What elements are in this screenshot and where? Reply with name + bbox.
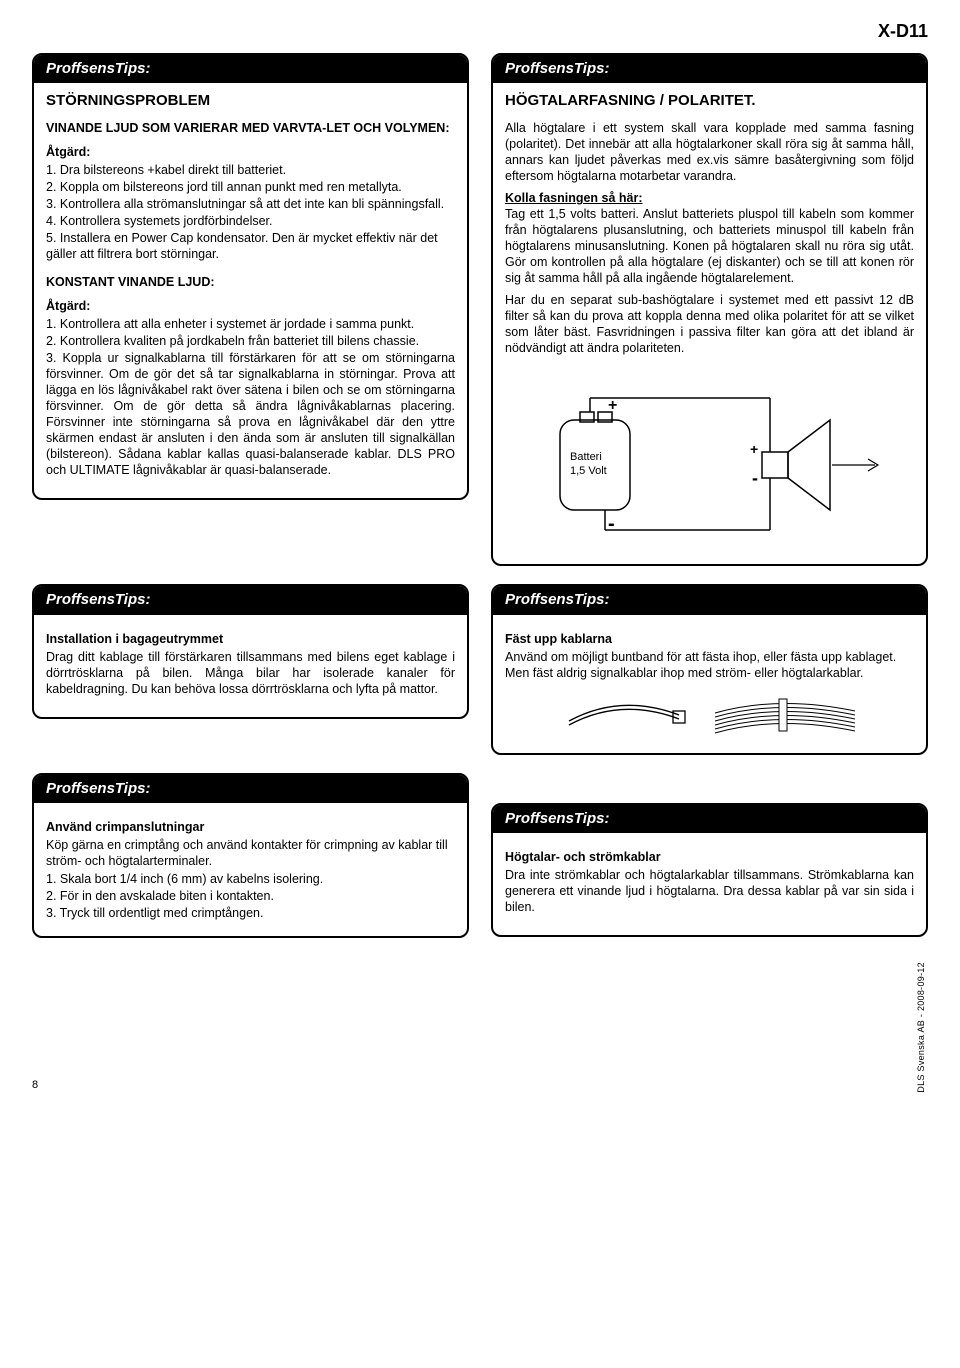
polarity-p2: Tag ett 1,5 volts batteri. Anslut batter…: [505, 206, 914, 286]
page-title: X-D11: [32, 20, 928, 43]
tip-box-install: ProffsensTips: Installation i bagageutry…: [32, 584, 469, 718]
tip-header: ProffsensTips:: [493, 586, 926, 614]
plus-icon: +: [608, 397, 617, 414]
tip-header: ProffsensTips:: [34, 775, 467, 803]
cable-bundle-icon: [709, 691, 859, 739]
noise-list-2: 1. Kontrollera att alla enheter i system…: [46, 316, 455, 349]
tip-box-crimp: ProffsensTips: Använd crimpanslutningar …: [32, 773, 469, 938]
sp-title: Högtalar- och strömkablar: [505, 849, 914, 865]
polarity-p3: Har du en separat sub-bashögtalare i sys…: [505, 292, 914, 356]
minus-icon: -: [608, 513, 615, 535]
tip-box-speaker-power: ProffsensTips: Högtalar- och strömkablar…: [491, 803, 928, 937]
tip-box-polarity: ProffsensTips: HÖGTALARFASNING / POLARIT…: [491, 53, 928, 566]
svg-text:+: +: [750, 441, 758, 457]
fasten-body: Använd om möjligt buntband för att fästa…: [505, 649, 914, 681]
install-body: Drag ditt kablage till förstärkaren till…: [46, 649, 455, 697]
polarity-diagram: + - Batteri 1,5 Volt +: [505, 380, 914, 550]
list-item: 3. Tryck till ordentligt med crimptången…: [46, 905, 455, 921]
svg-text:-: -: [752, 468, 758, 488]
sp-body: Dra inte strömkablar och högtalarkablar …: [505, 867, 914, 915]
tip-header: ProffsensTips:: [34, 586, 467, 614]
list-item: 2. Kontrollera kvaliten på jordkabeln fr…: [46, 333, 455, 349]
tip-box-fasten: ProffsensTips: Fäst upp kablarna Använd …: [491, 584, 928, 754]
list-item: 1. Skala bort 1/4 inch (6 mm) av kabelns…: [46, 871, 455, 887]
list-item: 5. Installera en Power Cap kondensator. …: [46, 230, 455, 262]
crimp-body: Köp gärna en crimptång och använd kontak…: [46, 837, 455, 869]
zip-tie-icon: [561, 691, 691, 739]
crimp-list: 1. Skala bort 1/4 inch (6 mm) av kabelns…: [46, 871, 455, 921]
tip-header: ProffsensTips:: [493, 805, 926, 833]
atgard-label-2: Åtgärd:: [46, 298, 455, 314]
list-item: 2. Koppla om bilstereons jord till annan…: [46, 179, 455, 195]
kolla-label: Kolla fasningen så här:: [505, 190, 914, 206]
noise-list-1: 1. Dra bilstereons +kabel direkt till ba…: [46, 162, 455, 262]
top-row: ProffsensTips: STÖRNINGSPROBLEM VINANDE …: [32, 53, 928, 584]
polarity-heading: HÖGTALARFASNING / POLARITET.: [505, 91, 914, 110]
list-item: 2. För in den avskalade biten i kontakte…: [46, 888, 455, 904]
row-3: ProffsensTips: Använd crimpanslutningar …: [32, 773, 928, 956]
install-title: Installation i bagageutrymmet: [46, 631, 455, 647]
list-item: 3. Kontrollera alla strömanslutningar så…: [46, 196, 455, 212]
noise-para: 3. Koppla ur signalkablarna till förstär…: [46, 350, 455, 478]
speaker-battery-icon: + - Batteri 1,5 Volt +: [530, 380, 890, 550]
noise-sub1: VINANDE LJUD SOM VARIERAR MED VARVTA-LET…: [46, 120, 455, 136]
page-number: 8: [32, 1078, 38, 1092]
noise-sub2: KONSTANT VINANDE LJUD:: [46, 274, 455, 290]
battery-label-1: Batteri: [570, 451, 602, 463]
list-item: 1. Dra bilstereons +kabel direkt till ba…: [46, 162, 455, 178]
atgard-label-1: Åtgärd:: [46, 144, 455, 160]
tip-header: ProffsensTips:: [34, 55, 467, 83]
crimp-title: Använd crimpanslutningar: [46, 819, 455, 835]
tip-box-noise: ProffsensTips: STÖRNINGSPROBLEM VINANDE …: [32, 53, 469, 500]
polarity-p1: Alla högtalare i ett system skall vara k…: [505, 120, 914, 184]
battery-label-2: 1,5 Volt: [570, 465, 607, 477]
tip-header: ProffsensTips:: [493, 55, 926, 83]
list-item: 4. Kontrollera systemets jordförbindelse…: [46, 213, 455, 229]
list-item: 1. Kontrollera att alla enheter i system…: [46, 316, 455, 332]
row-2: ProffsensTips: Installation i bagageutry…: [32, 584, 928, 772]
fasten-title: Fäst upp kablarna: [505, 631, 914, 647]
page-footer: 8 DLS Svenska AB - 2008-09-12: [32, 962, 928, 1093]
noise-heading: STÖRNINGSPROBLEM: [46, 91, 455, 110]
cable-tie-diagram: [505, 691, 914, 739]
footer-credit: DLS Svenska AB - 2008-09-12: [916, 962, 928, 1093]
